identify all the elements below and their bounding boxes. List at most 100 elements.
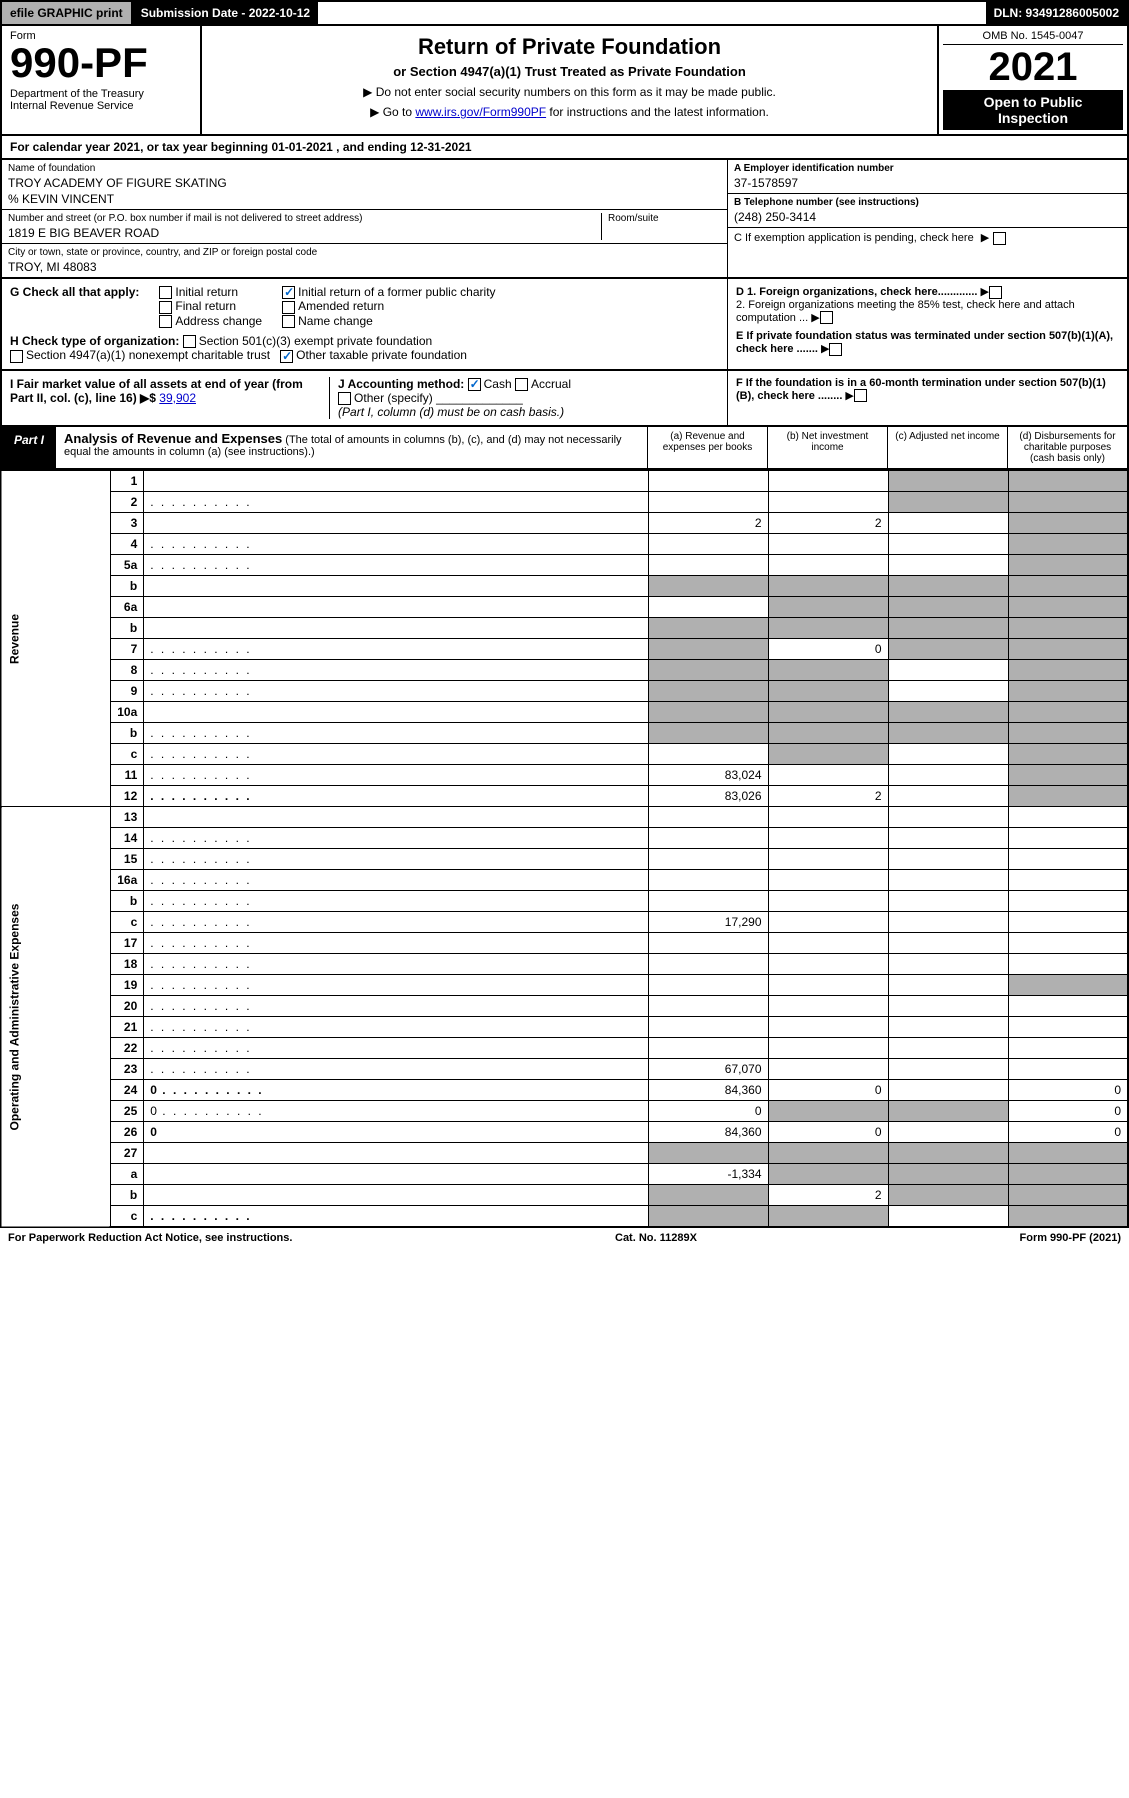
row-num: 5a	[111, 555, 144, 576]
cell-d	[1008, 660, 1128, 681]
cell-d	[1008, 786, 1128, 807]
h-other-checkbox[interactable]	[280, 350, 293, 363]
g-name-change-checkbox[interactable]	[282, 315, 295, 328]
c-exemption-label: C If exemption application is pending, c…	[734, 232, 974, 244]
g-amended-checkbox[interactable]	[282, 301, 295, 314]
cell-b	[768, 723, 888, 744]
cell-b	[768, 576, 888, 597]
cell-c	[888, 660, 1008, 681]
cell-a: 83,024	[648, 765, 768, 786]
cell-c	[888, 534, 1008, 555]
cell-a: 67,070	[648, 1059, 768, 1080]
cell-a	[648, 492, 768, 513]
row-desc	[144, 1017, 648, 1038]
cell-b	[768, 828, 888, 849]
cell-c	[888, 618, 1008, 639]
row-desc: 0	[144, 1101, 648, 1122]
part1-label: Part I	[2, 427, 56, 468]
part1-table: Revenue1232245ab6ab708910abc1183,0241283…	[0, 470, 1129, 1228]
d1-label: D 1. Foreign organizations, check here..…	[736, 286, 977, 298]
row-num: b	[111, 1185, 144, 1206]
row-desc	[144, 1059, 648, 1080]
row-desc	[144, 1143, 648, 1164]
cell-d	[1008, 1059, 1128, 1080]
cell-b	[768, 765, 888, 786]
j-cash-checkbox[interactable]	[468, 378, 481, 391]
cell-a	[648, 639, 768, 660]
g-label: G Check all that apply:	[10, 285, 139, 299]
cell-a	[648, 534, 768, 555]
efile-print-button[interactable]: efile GRAPHIC print	[2, 2, 133, 24]
c-checkbox[interactable]	[993, 232, 1006, 245]
ein-value: 37-1578597	[734, 176, 1121, 190]
j-other-checkbox[interactable]	[338, 392, 351, 405]
e-checkbox[interactable]	[829, 343, 842, 356]
cell-c	[888, 681, 1008, 702]
form-subtitle: or Section 4947(a)(1) Trust Treated as P…	[210, 64, 929, 79]
g-initial-checkbox[interactable]	[159, 286, 172, 299]
cell-d	[1008, 576, 1128, 597]
cell-c	[888, 954, 1008, 975]
cat-no: Cat. No. 11289X	[615, 1232, 697, 1244]
cell-c	[888, 1101, 1008, 1122]
g-address-checkbox[interactable]	[159, 315, 172, 328]
cell-a	[648, 1185, 768, 1206]
d1-checkbox[interactable]	[989, 286, 1002, 299]
g-final-checkbox[interactable]	[159, 301, 172, 314]
cell-a	[648, 597, 768, 618]
cell-b	[768, 1038, 888, 1059]
row-num: 7	[111, 639, 144, 660]
cell-c	[888, 1017, 1008, 1038]
cell-d	[1008, 933, 1128, 954]
part1-title: Analysis of Revenue and Expenses	[64, 431, 282, 446]
cell-b	[768, 618, 888, 639]
g-initial-former-checkbox[interactable]	[282, 286, 295, 299]
cell-d: 0	[1008, 1101, 1128, 1122]
cell-c	[888, 513, 1008, 534]
row-desc	[144, 1164, 648, 1185]
cell-d	[1008, 1017, 1128, 1038]
f-checkbox[interactable]	[854, 389, 867, 402]
cell-d	[1008, 828, 1128, 849]
cell-d	[1008, 639, 1128, 660]
irs-link[interactable]: www.irs.gov/Form990PF	[415, 105, 546, 119]
row-num: 25	[111, 1101, 144, 1122]
cell-c	[888, 996, 1008, 1017]
cell-d	[1008, 1038, 1128, 1059]
cell-c	[888, 702, 1008, 723]
cell-a: -1,334	[648, 1164, 768, 1185]
row-desc	[144, 975, 648, 996]
cell-d	[1008, 996, 1128, 1017]
h-4947-checkbox[interactable]	[10, 350, 23, 363]
row-desc	[144, 996, 648, 1017]
f-label: F If the foundation is in a 60-month ter…	[736, 377, 1106, 402]
j-accrual-checkbox[interactable]	[515, 378, 528, 391]
row-desc	[144, 849, 648, 870]
h-501c3-checkbox[interactable]	[183, 335, 196, 348]
row-desc	[144, 597, 648, 618]
row-num: 27	[111, 1143, 144, 1164]
cell-d	[1008, 744, 1128, 765]
cell-c	[888, 765, 1008, 786]
revenue-label: Revenue	[1, 471, 111, 807]
cell-c	[888, 1038, 1008, 1059]
cell-c	[888, 1164, 1008, 1185]
cell-a	[648, 1143, 768, 1164]
cell-d	[1008, 1143, 1128, 1164]
d2-checkbox[interactable]	[820, 311, 833, 324]
row-num: c	[111, 744, 144, 765]
cell-a: 2	[648, 513, 768, 534]
i-label: I Fair market value of all assets at end…	[10, 377, 303, 405]
cell-c	[888, 912, 1008, 933]
cell-d	[1008, 807, 1128, 828]
cell-b	[768, 471, 888, 492]
cell-b: 0	[768, 1122, 888, 1143]
footer: For Paperwork Reduction Act Notice, see …	[0, 1228, 1129, 1248]
j-note: (Part I, column (d) must be on cash basi…	[338, 405, 719, 419]
row-num: 9	[111, 681, 144, 702]
row-num: b	[111, 891, 144, 912]
row-desc	[144, 1038, 648, 1059]
row-desc	[144, 891, 648, 912]
part1-header: Part I Analysis of Revenue and Expenses …	[0, 427, 1129, 470]
row-num: 20	[111, 996, 144, 1017]
